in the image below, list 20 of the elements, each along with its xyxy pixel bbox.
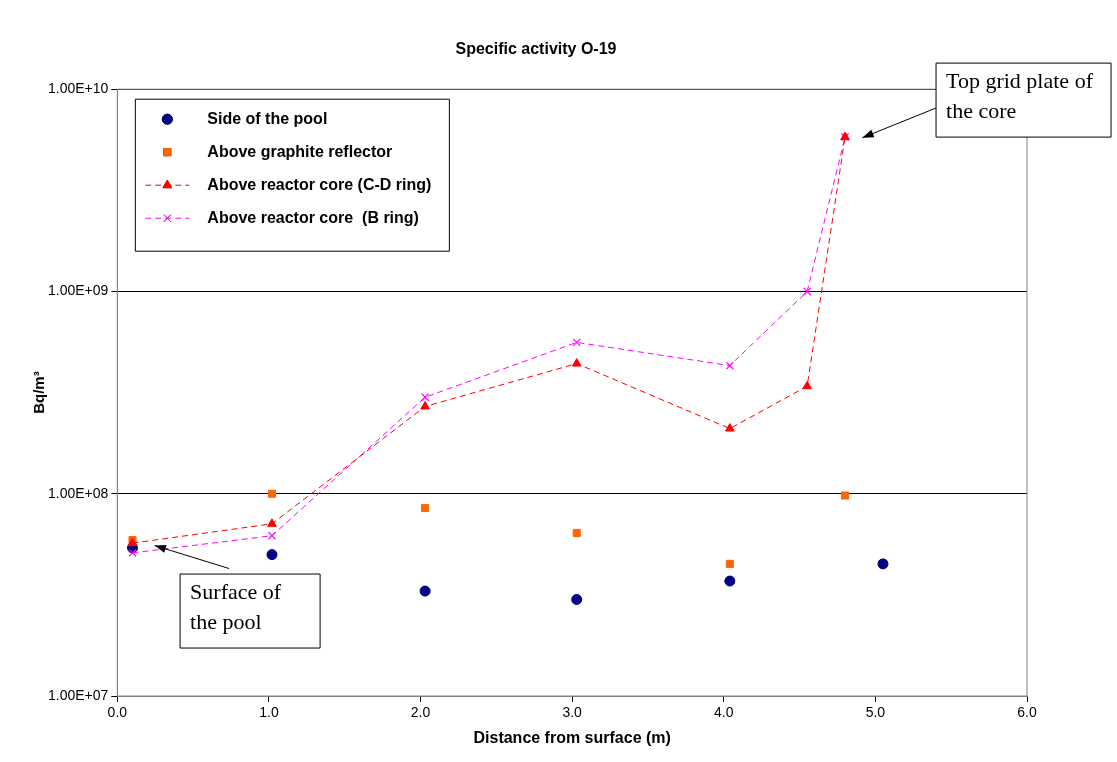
y-axis-title: Bq/m³ bbox=[30, 371, 48, 414]
y-tick-label: 1.00E+09 bbox=[47, 282, 109, 299]
y-tick-label: 1.00E+07 bbox=[47, 686, 109, 703]
chart-title: Specific activity O-19 bbox=[455, 40, 617, 58]
x-tick-label: 1.0 bbox=[259, 704, 279, 721]
y-tick-label: 1.00E+10 bbox=[47, 80, 109, 97]
x-tick-label: 4.0 bbox=[714, 704, 734, 721]
annotation: Top grid plate of the core bbox=[946, 67, 1094, 123]
x-tick-label: 2.0 bbox=[410, 704, 431, 721]
x-tick-label: 6.0 bbox=[1017, 704, 1037, 721]
legend-label: Above reactor core (C-D ring) bbox=[207, 175, 432, 193]
x-axis-title: Distance from surface (m) bbox=[473, 728, 671, 746]
legend-label: Side of the pool bbox=[207, 109, 328, 127]
x-tick-label: 3.0 bbox=[562, 704, 583, 721]
annotation: Surface of the pool bbox=[190, 578, 282, 634]
legend-label: Above graphite reflector bbox=[207, 142, 393, 160]
x-tick-label: 5.0 bbox=[865, 704, 886, 721]
x-tick-label: 0.0 bbox=[107, 704, 128, 721]
y-tick-label: 1.00E+08 bbox=[47, 484, 109, 501]
legend-label: Above reactor core (B ring) bbox=[207, 208, 419, 226]
